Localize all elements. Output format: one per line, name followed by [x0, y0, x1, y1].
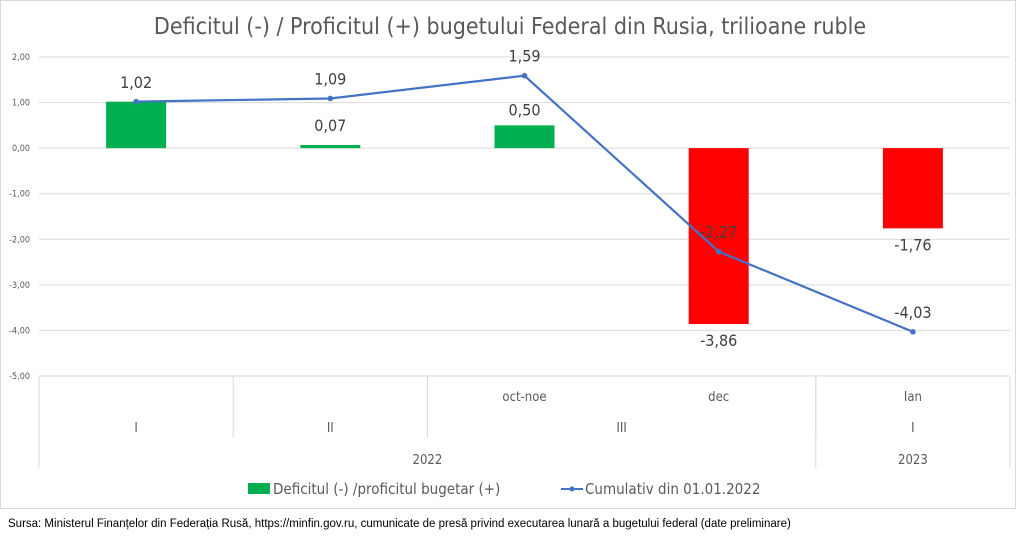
quarter-label: I	[134, 421, 137, 436]
month-label: Ian	[904, 390, 922, 405]
bar	[882, 148, 943, 229]
legend-label-bars: Deficitul (-) /proficitul bugetar (+)	[273, 480, 500, 498]
bar	[688, 148, 749, 325]
line-data-label: -2,27	[700, 223, 737, 242]
legend-label-cumulative: Cumulativ din 01.01.2022	[585, 480, 760, 498]
bar	[106, 101, 167, 149]
bar	[300, 144, 361, 149]
line-data-label: 1,59	[508, 47, 540, 66]
y-tick-label: -2,00	[9, 235, 30, 245]
quarter-label: III	[616, 421, 626, 436]
bar-data-label: 1,02	[120, 73, 152, 92]
bar-data-label: 0,50	[508, 100, 540, 119]
chart-title: Deficitul (-) / Proficitul (+) bugetului…	[154, 14, 866, 40]
y-tick-label: -4,00	[9, 326, 30, 336]
quarter-label: I	[911, 421, 914, 436]
quarter-label: II	[327, 421, 334, 436]
y-tick-label: -3,00	[9, 281, 30, 291]
source-note: Sursa: Ministerul Finanțelor din Federaț…	[8, 518, 791, 530]
bar	[494, 125, 555, 149]
line-point	[910, 328, 916, 335]
y-tick-label: 0,00	[12, 144, 30, 154]
chart-border	[0, 0, 1016, 509]
line-data-label: -4,03	[894, 303, 931, 322]
legend-marker-cumulative	[569, 486, 575, 492]
legend-swatch-bars	[248, 483, 270, 494]
line-point	[327, 95, 334, 102]
y-tick-label: -1,00	[9, 190, 30, 200]
y-tick-label: -5,00	[9, 372, 30, 382]
month-label: dec	[708, 390, 729, 405]
y-tick-label: 2,00	[12, 53, 30, 63]
line-point	[521, 72, 528, 79]
bar-data-label: -1,76	[894, 235, 931, 254]
bar-data-label: -3,86	[700, 331, 737, 350]
bar-data-label: 0,07	[314, 116, 346, 135]
line-data-label: 1,09	[314, 69, 346, 88]
year-label: 2023	[898, 453, 928, 468]
year-label: 2022	[413, 453, 443, 468]
month-label: oct-noe	[502, 390, 546, 405]
legend: Deficitul (-) /proficitul bugetar (+) Cu…	[248, 480, 760, 498]
line-point	[715, 248, 722, 255]
y-tick-label: 1,00	[12, 99, 30, 109]
line-point	[133, 98, 139, 105]
